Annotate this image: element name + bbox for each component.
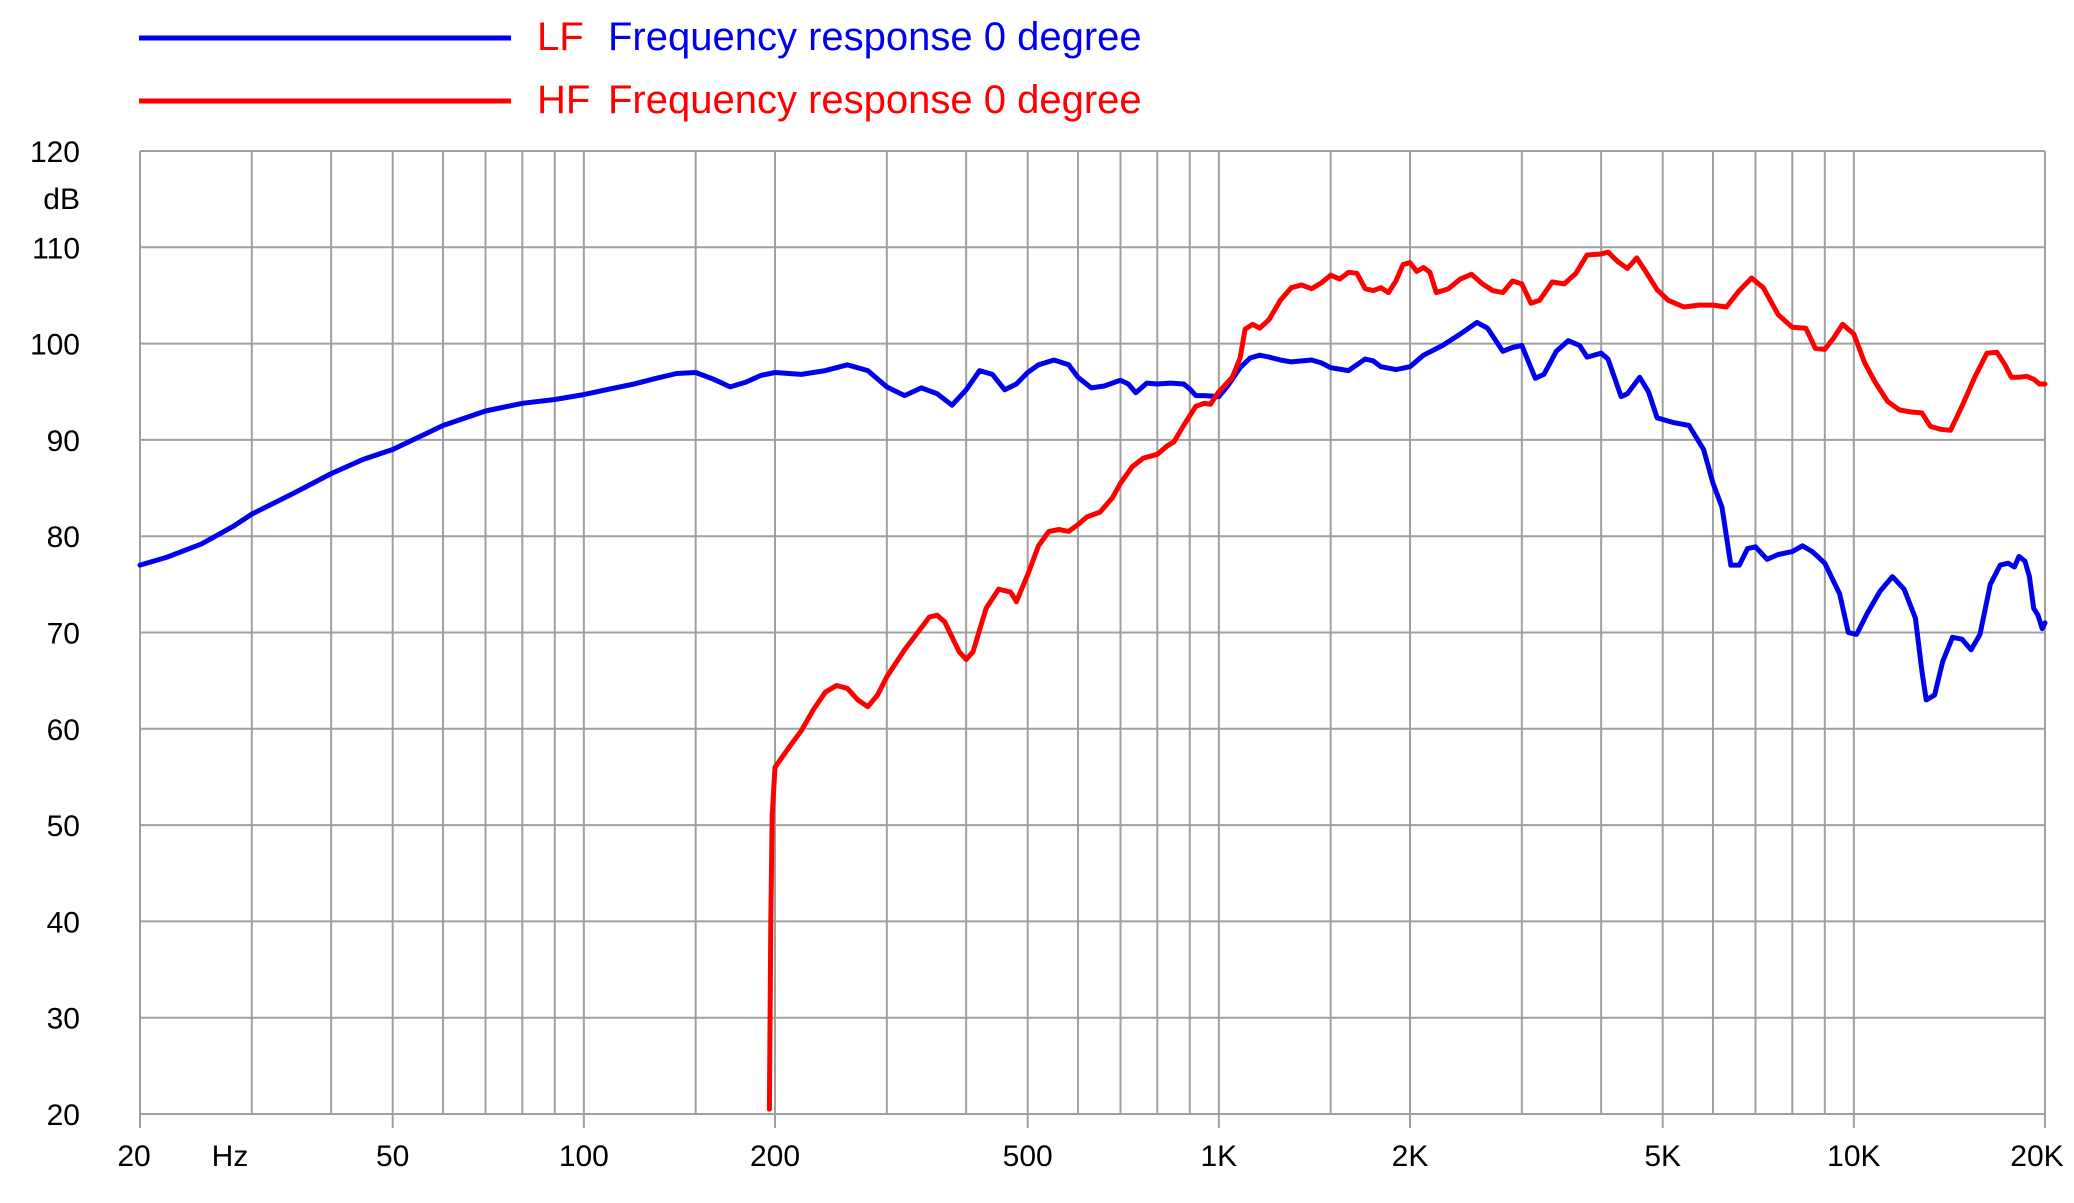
legend-label-hf: Frequency response 0 degree — [608, 78, 1142, 122]
x-tick-label-2K: 2K — [1392, 1140, 1429, 1173]
legend-prefix-lf: LF — [537, 15, 584, 59]
y-tick-label-60: 60 — [47, 714, 80, 747]
legend-prefix-hf: HF — [537, 78, 590, 122]
series-line-lf — [137, 319, 2048, 703]
series-layer — [137, 249, 2048, 1112]
y-tick-label-20: 20 — [47, 1099, 80, 1132]
x-tick-label-20K: 20K — [2010, 1140, 2063, 1173]
x-tick-label-50: 50 — [376, 1140, 409, 1173]
x-tick-label-500: 500 — [1003, 1140, 1053, 1173]
grid-layer — [139, 150, 2046, 1128]
x-tick-label-1K: 1K — [1200, 1140, 1237, 1173]
y-tick-label-40: 40 — [47, 906, 80, 939]
x-tick-label-100: 100 — [559, 1140, 609, 1173]
x-unit-label: Hz — [212, 1140, 249, 1173]
y-tick-label-120: 120 — [30, 136, 80, 169]
y-tick-label-30: 30 — [47, 1003, 80, 1036]
legend: LF Frequency response 0 degree HF Frequency… — [139, 15, 1142, 122]
y-tick-label-100: 100 — [30, 329, 80, 362]
y-tick-label-110: 110 — [32, 232, 80, 265]
legend-label-lf: Frequency response 0 degree — [608, 15, 1142, 59]
y-tick-label-50: 50 — [47, 810, 80, 843]
x-tick-label-20: 20 — [117, 1140, 150, 1173]
y-tick-label-70: 70 — [47, 618, 80, 651]
y-tick-label-90: 90 — [47, 425, 80, 458]
x-tick-label-200: 200 — [750, 1140, 800, 1173]
y-unit-label: dB — [43, 183, 80, 216]
x-tick-label-5K: 5K — [1644, 1140, 1681, 1173]
series-line-hf — [766, 249, 2048, 1112]
x-tick-label-10K: 10K — [1827, 1140, 1880, 1173]
y-tick-label-80: 80 — [47, 521, 80, 554]
axis-labels: 20 30 40 50 60 70 80 90 100 110 120 dB 20 50 100 200 500… — [30, 136, 2064, 1173]
